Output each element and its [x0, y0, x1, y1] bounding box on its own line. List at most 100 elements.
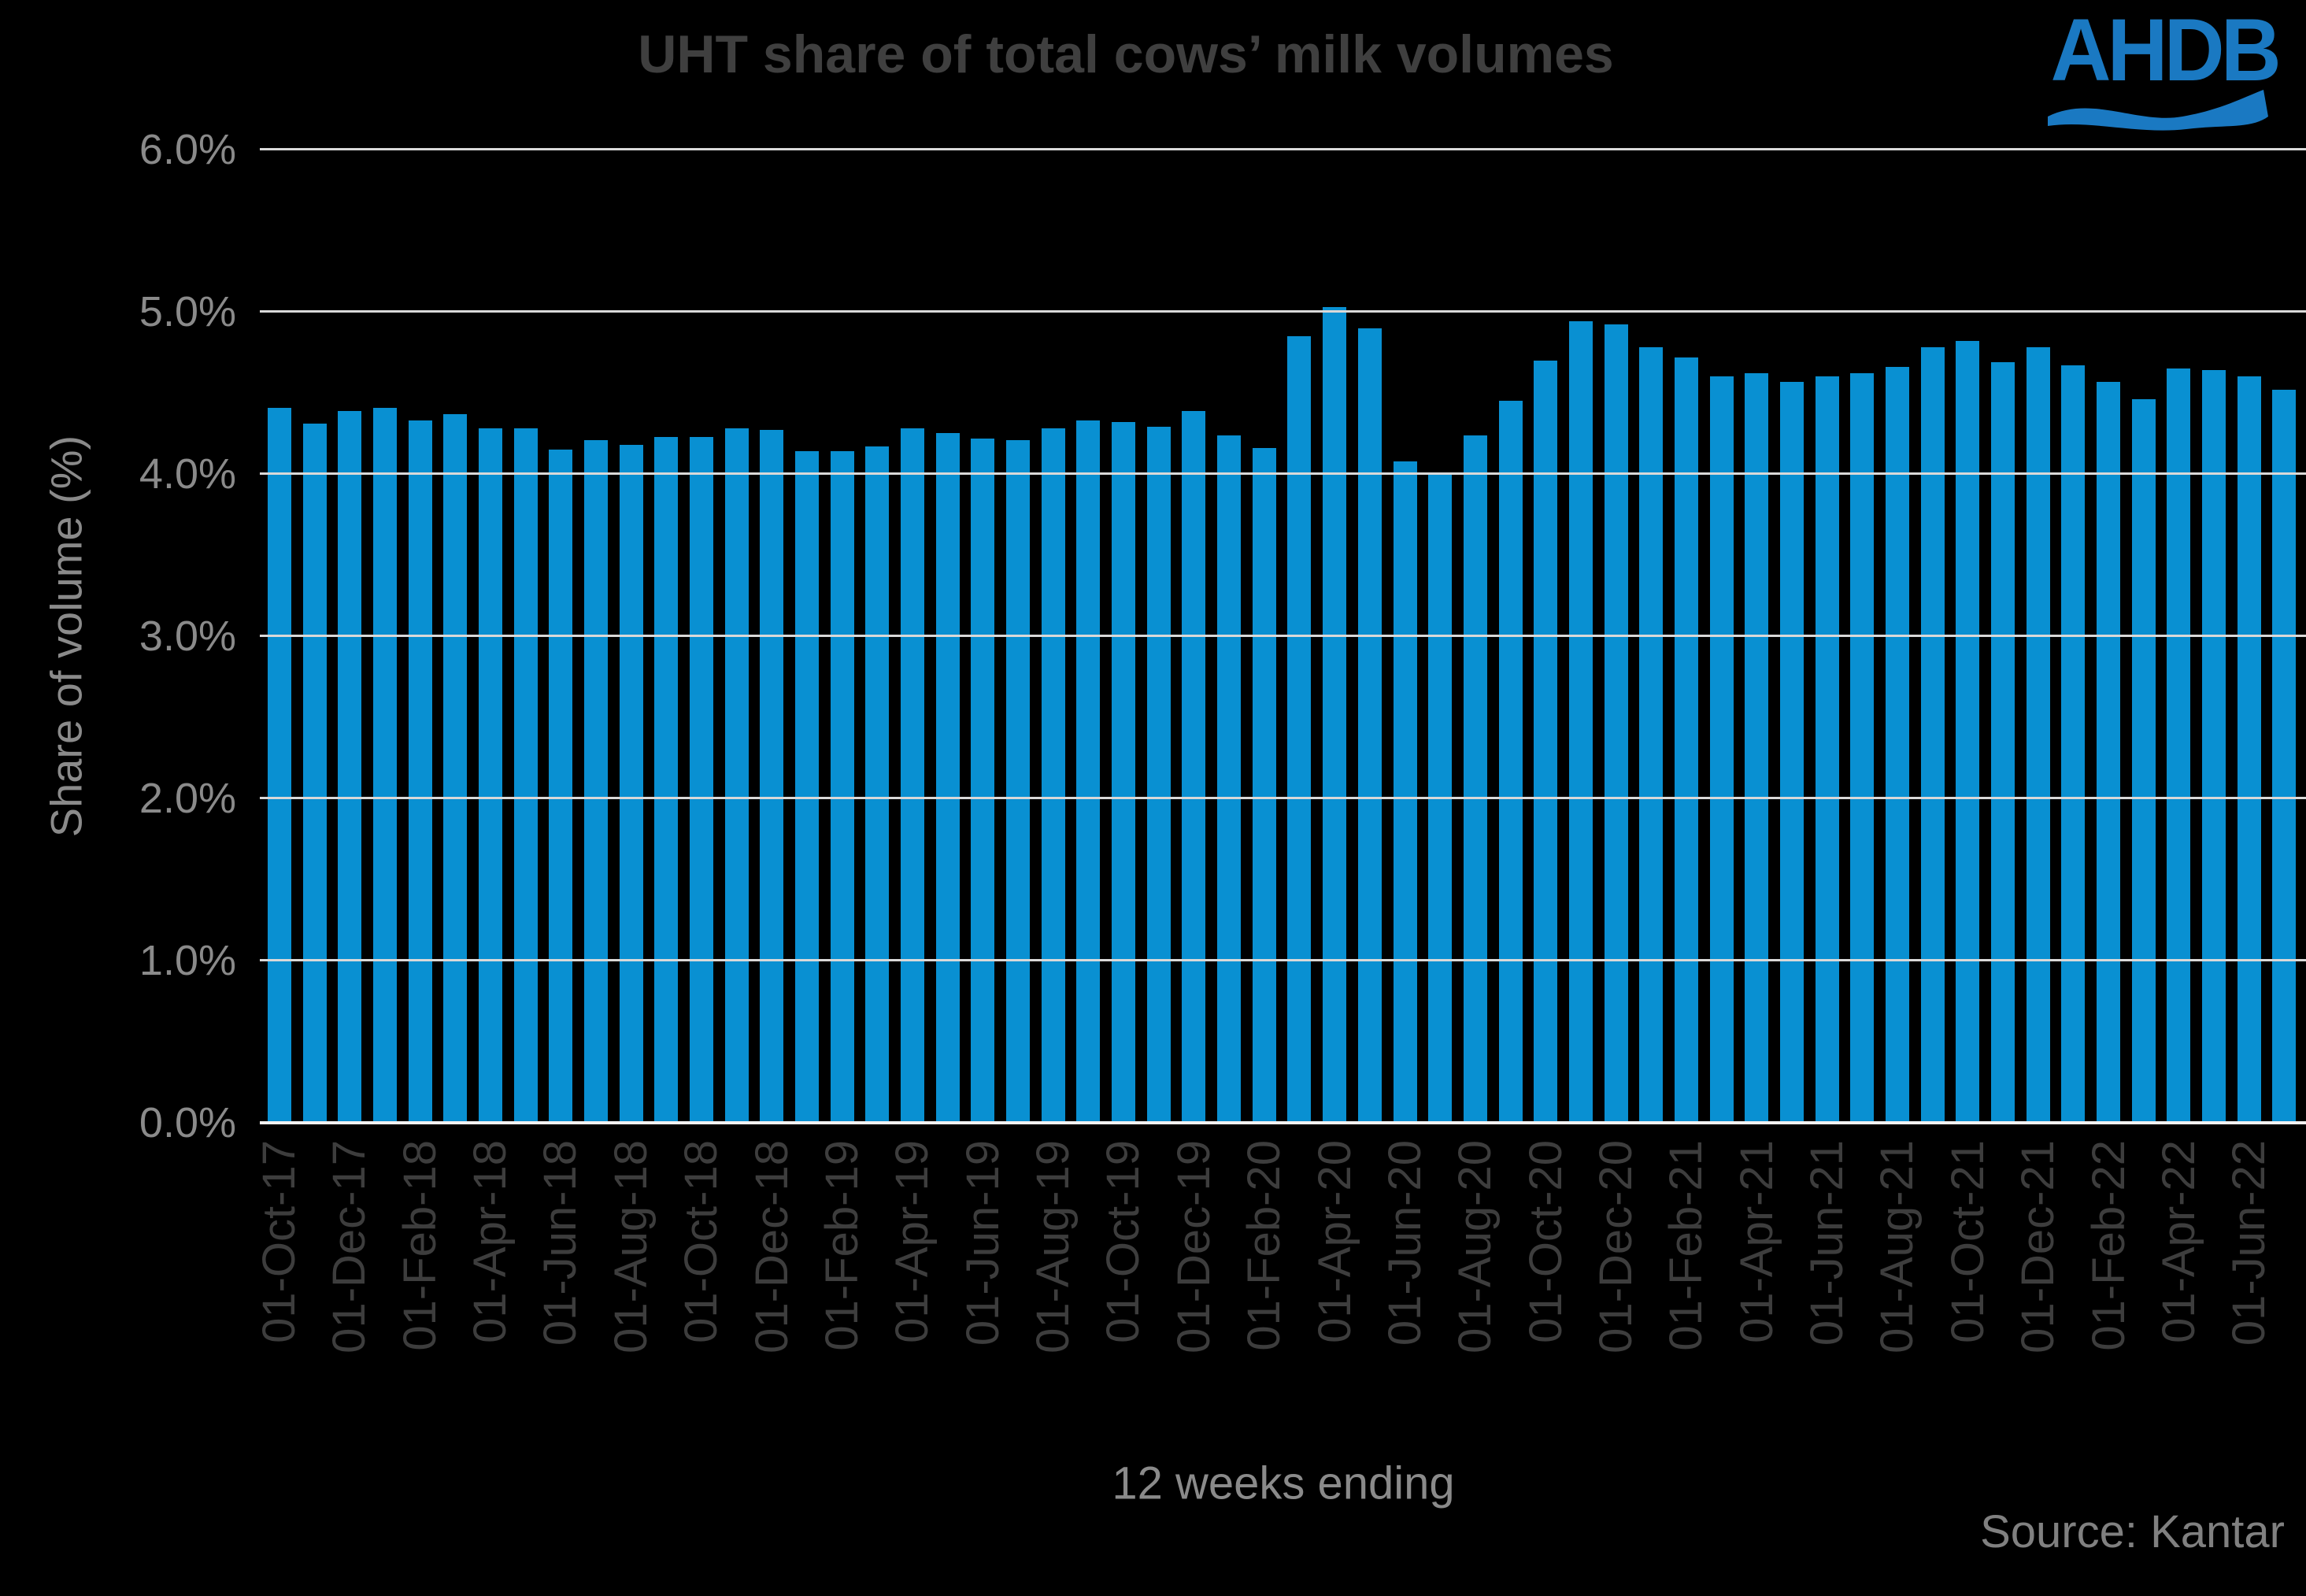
bar — [760, 430, 784, 1123]
bar — [619, 445, 643, 1123]
x-tick-label: 01-Feb-21 — [1660, 1140, 1712, 1351]
bar — [1252, 448, 1276, 1123]
ahdb-logo-swoosh-icon — [2048, 90, 2268, 131]
x-tick-label: 01-Feb-19 — [816, 1140, 868, 1351]
bar — [1357, 328, 1382, 1123]
gridline — [260, 797, 2306, 799]
bar — [1076, 420, 1101, 1123]
bar — [1182, 411, 1206, 1123]
x-tick-label: 01-Dec-20 — [1590, 1140, 1642, 1353]
bar — [1217, 435, 1242, 1123]
bar — [1006, 440, 1031, 1123]
bar — [1956, 341, 1980, 1123]
y-tick-label: 2.0% — [139, 775, 236, 822]
bar — [1674, 357, 1698, 1123]
bar — [1568, 321, 1593, 1123]
bar — [901, 428, 925, 1123]
x-tick-label: 01-Feb-20 — [1238, 1140, 1290, 1351]
bar — [1779, 382, 1804, 1123]
bar — [2237, 376, 2261, 1123]
bar — [830, 451, 854, 1123]
x-tick-label: 01-Apr-22 — [2153, 1140, 2204, 1343]
bar — [971, 439, 995, 1123]
bar — [865, 446, 890, 1123]
bar — [1639, 347, 1664, 1123]
bar — [1146, 427, 1171, 1123]
y-tick-label: 0.0% — [139, 1099, 236, 1146]
x-tick-label: 01-Aug-19 — [1027, 1140, 1079, 1353]
x-tick-label: 01-Apr-19 — [886, 1140, 938, 1343]
bar — [2272, 390, 2297, 1123]
bar — [338, 411, 362, 1123]
bar — [795, 451, 820, 1123]
bar — [1534, 361, 1558, 1123]
gridline — [260, 310, 2306, 313]
bar — [2131, 399, 2156, 1123]
y-tick-label: 5.0% — [139, 288, 236, 335]
x-tick-label: 01-Oct-20 — [1520, 1140, 1571, 1343]
bar — [549, 450, 573, 1123]
bar — [1287, 336, 1312, 1123]
bar — [1463, 435, 1487, 1123]
bar — [2026, 347, 2050, 1123]
x-tick-label: 01-Oct-18 — [676, 1140, 727, 1343]
ahdb-logo: AHDB — [2045, 6, 2282, 134]
bar — [1323, 307, 1347, 1123]
x-tick-label: 01-Apr-20 — [1309, 1140, 1360, 1343]
bar — [2096, 382, 2120, 1123]
bar — [408, 420, 432, 1123]
bar — [1850, 373, 1875, 1123]
source-note: Source: Kantar — [1980, 1506, 2285, 1557]
x-tick-label: 01-Jun-19 — [957, 1140, 1009, 1346]
bar — [1920, 347, 1945, 1123]
x-tick-label: 01-Jun-20 — [1379, 1140, 1431, 1346]
bar — [2061, 365, 2086, 1123]
x-tick-label: 01-Aug-18 — [605, 1140, 657, 1353]
bar — [690, 437, 714, 1123]
gridline — [260, 959, 2306, 961]
x-tick-label: 01-Jun-22 — [2223, 1140, 2275, 1346]
gridline — [260, 148, 2306, 150]
bar — [1885, 367, 1909, 1123]
bar — [1604, 324, 1628, 1123]
y-tick-label: 4.0% — [139, 450, 236, 498]
bar — [584, 440, 609, 1123]
bar — [302, 424, 327, 1123]
bar — [1709, 376, 1734, 1123]
bar — [2201, 370, 2226, 1123]
bar — [479, 428, 503, 1123]
bar — [1745, 373, 1769, 1123]
ahdb-logo-text: AHDB — [2050, 1, 2282, 99]
x-tick-label: 01-Aug-21 — [1871, 1140, 1923, 1353]
gridline — [260, 472, 2306, 475]
bar — [1498, 401, 1523, 1123]
x-tick-label: 01-Aug-20 — [1449, 1140, 1501, 1353]
x-axis-title: 12 weeks ending — [1112, 1457, 1455, 1509]
x-tick-label: 01-Dec-19 — [1168, 1140, 1220, 1353]
x-tick-label: 01-Jun-21 — [1801, 1140, 1853, 1346]
x-tick-label: 01-Oct-17 — [254, 1140, 305, 1343]
x-tick-label: 01-Dec-17 — [324, 1140, 375, 1353]
y-tick-label: 3.0% — [139, 613, 236, 660]
x-tick-label: 01-Oct-21 — [1942, 1140, 1993, 1343]
x-tick-label: 01-Dec-21 — [2012, 1140, 2064, 1353]
bar — [268, 408, 291, 1123]
bar — [373, 408, 398, 1123]
bar — [1990, 362, 2015, 1123]
bar — [724, 428, 749, 1123]
x-tick-label: 01-Feb-22 — [2083, 1140, 2134, 1351]
x-tick-label: 01-Oct-19 — [1097, 1140, 1149, 1343]
x-tick-label: 01-Apr-18 — [465, 1140, 516, 1343]
bar — [1041, 428, 1065, 1123]
x-tick-label: 01-Apr-21 — [1731, 1140, 1782, 1343]
bar — [935, 433, 960, 1123]
gridline — [260, 635, 2306, 637]
x-axis-line — [260, 1121, 2306, 1124]
y-tick-label: 6.0% — [139, 126, 236, 173]
bar — [1393, 461, 1417, 1123]
chart-title: UHT share of total cows’ milk volumes — [638, 24, 1614, 84]
x-tick-label: 01-Feb-18 — [394, 1140, 446, 1351]
x-tick-label: 01-Dec-18 — [746, 1140, 798, 1353]
y-tick-label: 1.0% — [139, 937, 236, 984]
